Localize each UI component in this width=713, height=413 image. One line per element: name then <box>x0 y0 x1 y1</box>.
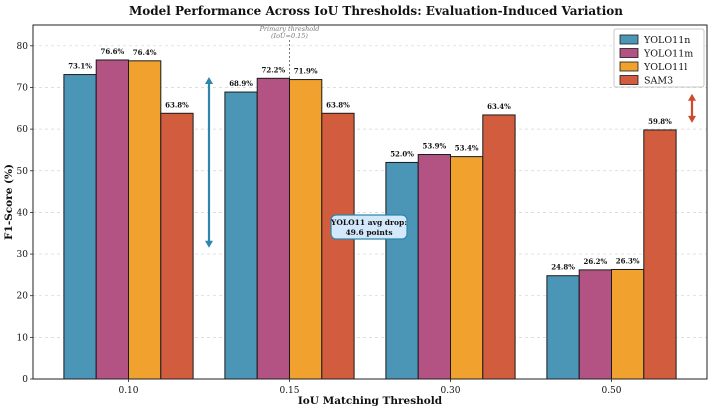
value-label: 26.2% <box>583 257 607 266</box>
bar-sam3-0.30 <box>482 114 516 380</box>
arrow-head-up <box>688 93 696 101</box>
value-label: 26.3% <box>616 256 640 265</box>
value-label: 63.4% <box>487 102 511 111</box>
primary-threshold-value: (IoU=0.15) <box>271 32 308 40</box>
bar-yolo11m-0.50 <box>578 269 613 380</box>
y-tick-label: 80 <box>17 42 29 52</box>
legend-swatch <box>619 75 639 85</box>
yolo-drop-box <box>330 214 408 240</box>
arrow-head-up <box>205 77 213 85</box>
value-label: 76.6% <box>100 47 124 56</box>
chart-title: Model Performance Across IoU Thresholds:… <box>129 4 623 18</box>
x-tick-label: 0.30 <box>440 386 460 396</box>
legend: YOLO11n YOLO11m YOLO11l SAM3 <box>613 28 705 88</box>
y-tick-label: 30 <box>17 250 29 260</box>
y-tick-label: 10 <box>17 333 29 343</box>
annotations: Primary threshold (IoU=0.15) YOLO11 avg … <box>205 25 696 248</box>
yolo-drop-title: YOLO11 avg drop: <box>330 218 407 227</box>
arrow-head-down <box>688 115 696 123</box>
legend-label: SAM3 <box>644 76 673 87</box>
sam-drop-arrow <box>688 93 696 123</box>
value-label: 59.8% <box>648 117 672 126</box>
legend-label: YOLO11n <box>643 35 690 46</box>
bar-yolo11m-0.15 <box>256 77 291 380</box>
value-label: 52.0% <box>390 149 414 158</box>
plot-frame <box>32 24 708 380</box>
bar-yolo11l-0.10 <box>128 60 162 380</box>
y-axis-ticks: 0 10 20 30 40 50 60 70 80 <box>17 42 33 385</box>
value-label: 24.8% <box>551 263 575 272</box>
arrow-head-down <box>205 240 213 248</box>
value-label: 63.8% <box>165 100 189 109</box>
x-axis-ticks: 0.10 0.15 0.30 0.50 <box>118 379 622 396</box>
legend-label: YOLO11l <box>643 62 687 73</box>
primary-threshold-label: Primary threshold <box>259 25 320 33</box>
bar-yolo11l-0.50 <box>611 268 645 380</box>
bar-yolo11n-0.50 <box>546 275 580 380</box>
value-label: 53.9% <box>422 142 446 151</box>
legend-swatch <box>619 34 639 45</box>
bar-yolo11l-0.30 <box>450 156 484 380</box>
value-label: 53.4% <box>455 144 479 153</box>
value-labels: 73.1% 68.9% 52.0% 24.8% 76.6% 72.2% 53.9% 26.2%… <box>68 47 672 272</box>
y-tick-label: 50 <box>17 167 29 177</box>
x-tick-label: 0.50 <box>601 386 621 396</box>
value-label: 63.8% <box>326 100 350 109</box>
y-axis-label: F1-Score (%) <box>3 164 15 240</box>
x-tick-label: 0.10 <box>118 386 138 396</box>
value-label: 68.9% <box>229 79 253 88</box>
bar-yolo11m-0.30 <box>417 154 452 380</box>
bar-yolo11n-0.10 <box>63 74 97 380</box>
value-label: 72.2% <box>261 65 285 74</box>
bar-yolo11n-0.30 <box>385 161 419 380</box>
y-tick-label: 20 <box>17 292 29 302</box>
bar-yolo11n-0.15 <box>224 91 258 380</box>
yolo-drop-arrow <box>205 77 213 248</box>
value-label: 71.9% <box>294 67 318 76</box>
bar-sam3-0.10 <box>160 112 194 380</box>
value-label: 73.1% <box>68 62 92 71</box>
legend-swatch <box>619 48 639 58</box>
y-tick-label: 40 <box>17 208 29 218</box>
bar-yolo11m-0.10 <box>95 59 129 380</box>
bar-sam3-0.15 <box>321 112 355 380</box>
legend-label: YOLO11m <box>643 49 693 60</box>
x-tick-label: 0.15 <box>279 386 299 396</box>
y-tick-label: 70 <box>17 83 29 93</box>
y-tick-label: 60 <box>17 125 29 135</box>
y-tick-label: 0 <box>22 375 28 385</box>
legend-swatch <box>619 61 639 72</box>
yolo-drop-value: 49.6 points <box>345 228 392 237</box>
bar-yolo11l-0.15 <box>289 79 323 380</box>
x-axis-label: IoU Matching Threshold <box>298 395 443 407</box>
bars <box>63 59 677 380</box>
bar-sam3-0.50 <box>643 129 677 380</box>
value-label: 76.4% <box>133 48 157 57</box>
